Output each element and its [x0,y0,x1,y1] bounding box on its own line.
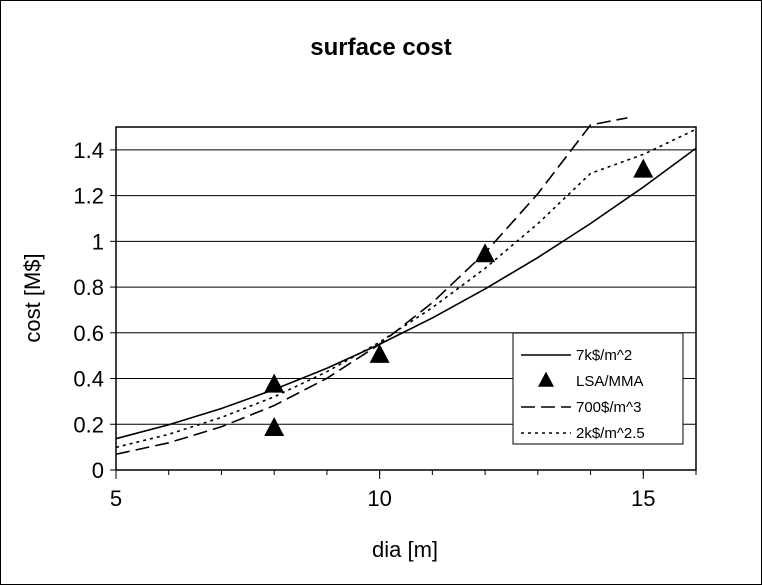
y-tick-label: 0 [92,458,104,483]
y-tick-label: 0.4 [73,367,104,392]
legend-label: 7k$/m^2 [576,347,632,364]
data-point-triangle [264,417,285,437]
chart-title: surface cost [310,34,451,61]
y-tick-label: 0.2 [73,412,104,437]
legend-label: LSA/MMA [576,373,644,390]
series-layer [115,117,697,456]
data-point-triangle [369,343,390,363]
legend-box [512,332,684,445]
series-line-4 [115,128,697,449]
series-line-3 [115,117,628,456]
legend-label: 2k$/m^2.5 [576,425,645,442]
y-tick-label: 1 [92,229,104,254]
x-tick-label: 10 [367,486,391,511]
series-line-1 [115,147,697,440]
y-tick-label: 1.2 [73,184,104,209]
y-tick-label: 1.4 [73,138,104,163]
data-point-triangle [633,158,654,178]
legend-label: 700$/m^3 [576,399,641,416]
x-tick-label: 15 [631,486,655,511]
legend-swatch-triangle [538,371,554,387]
data-point-triangle [264,373,285,393]
y-tick-label: 0.6 [73,321,104,346]
legend: 7k$/m^2 LSA/MMA 700$/m^3 2k$/m^2.5 [512,332,684,445]
x-axis-label: dia [m] [372,537,438,562]
y-tick-label: 0.8 [73,275,104,300]
x-tick-label: 5 [110,486,122,511]
plot-area-border [115,126,697,471]
y-axis-label: cost [M$] [20,253,45,342]
tick-layer: 0 0.2 0.4 0.6 0.8 1 1.2 1.4 5 10 15 [73,138,697,511]
